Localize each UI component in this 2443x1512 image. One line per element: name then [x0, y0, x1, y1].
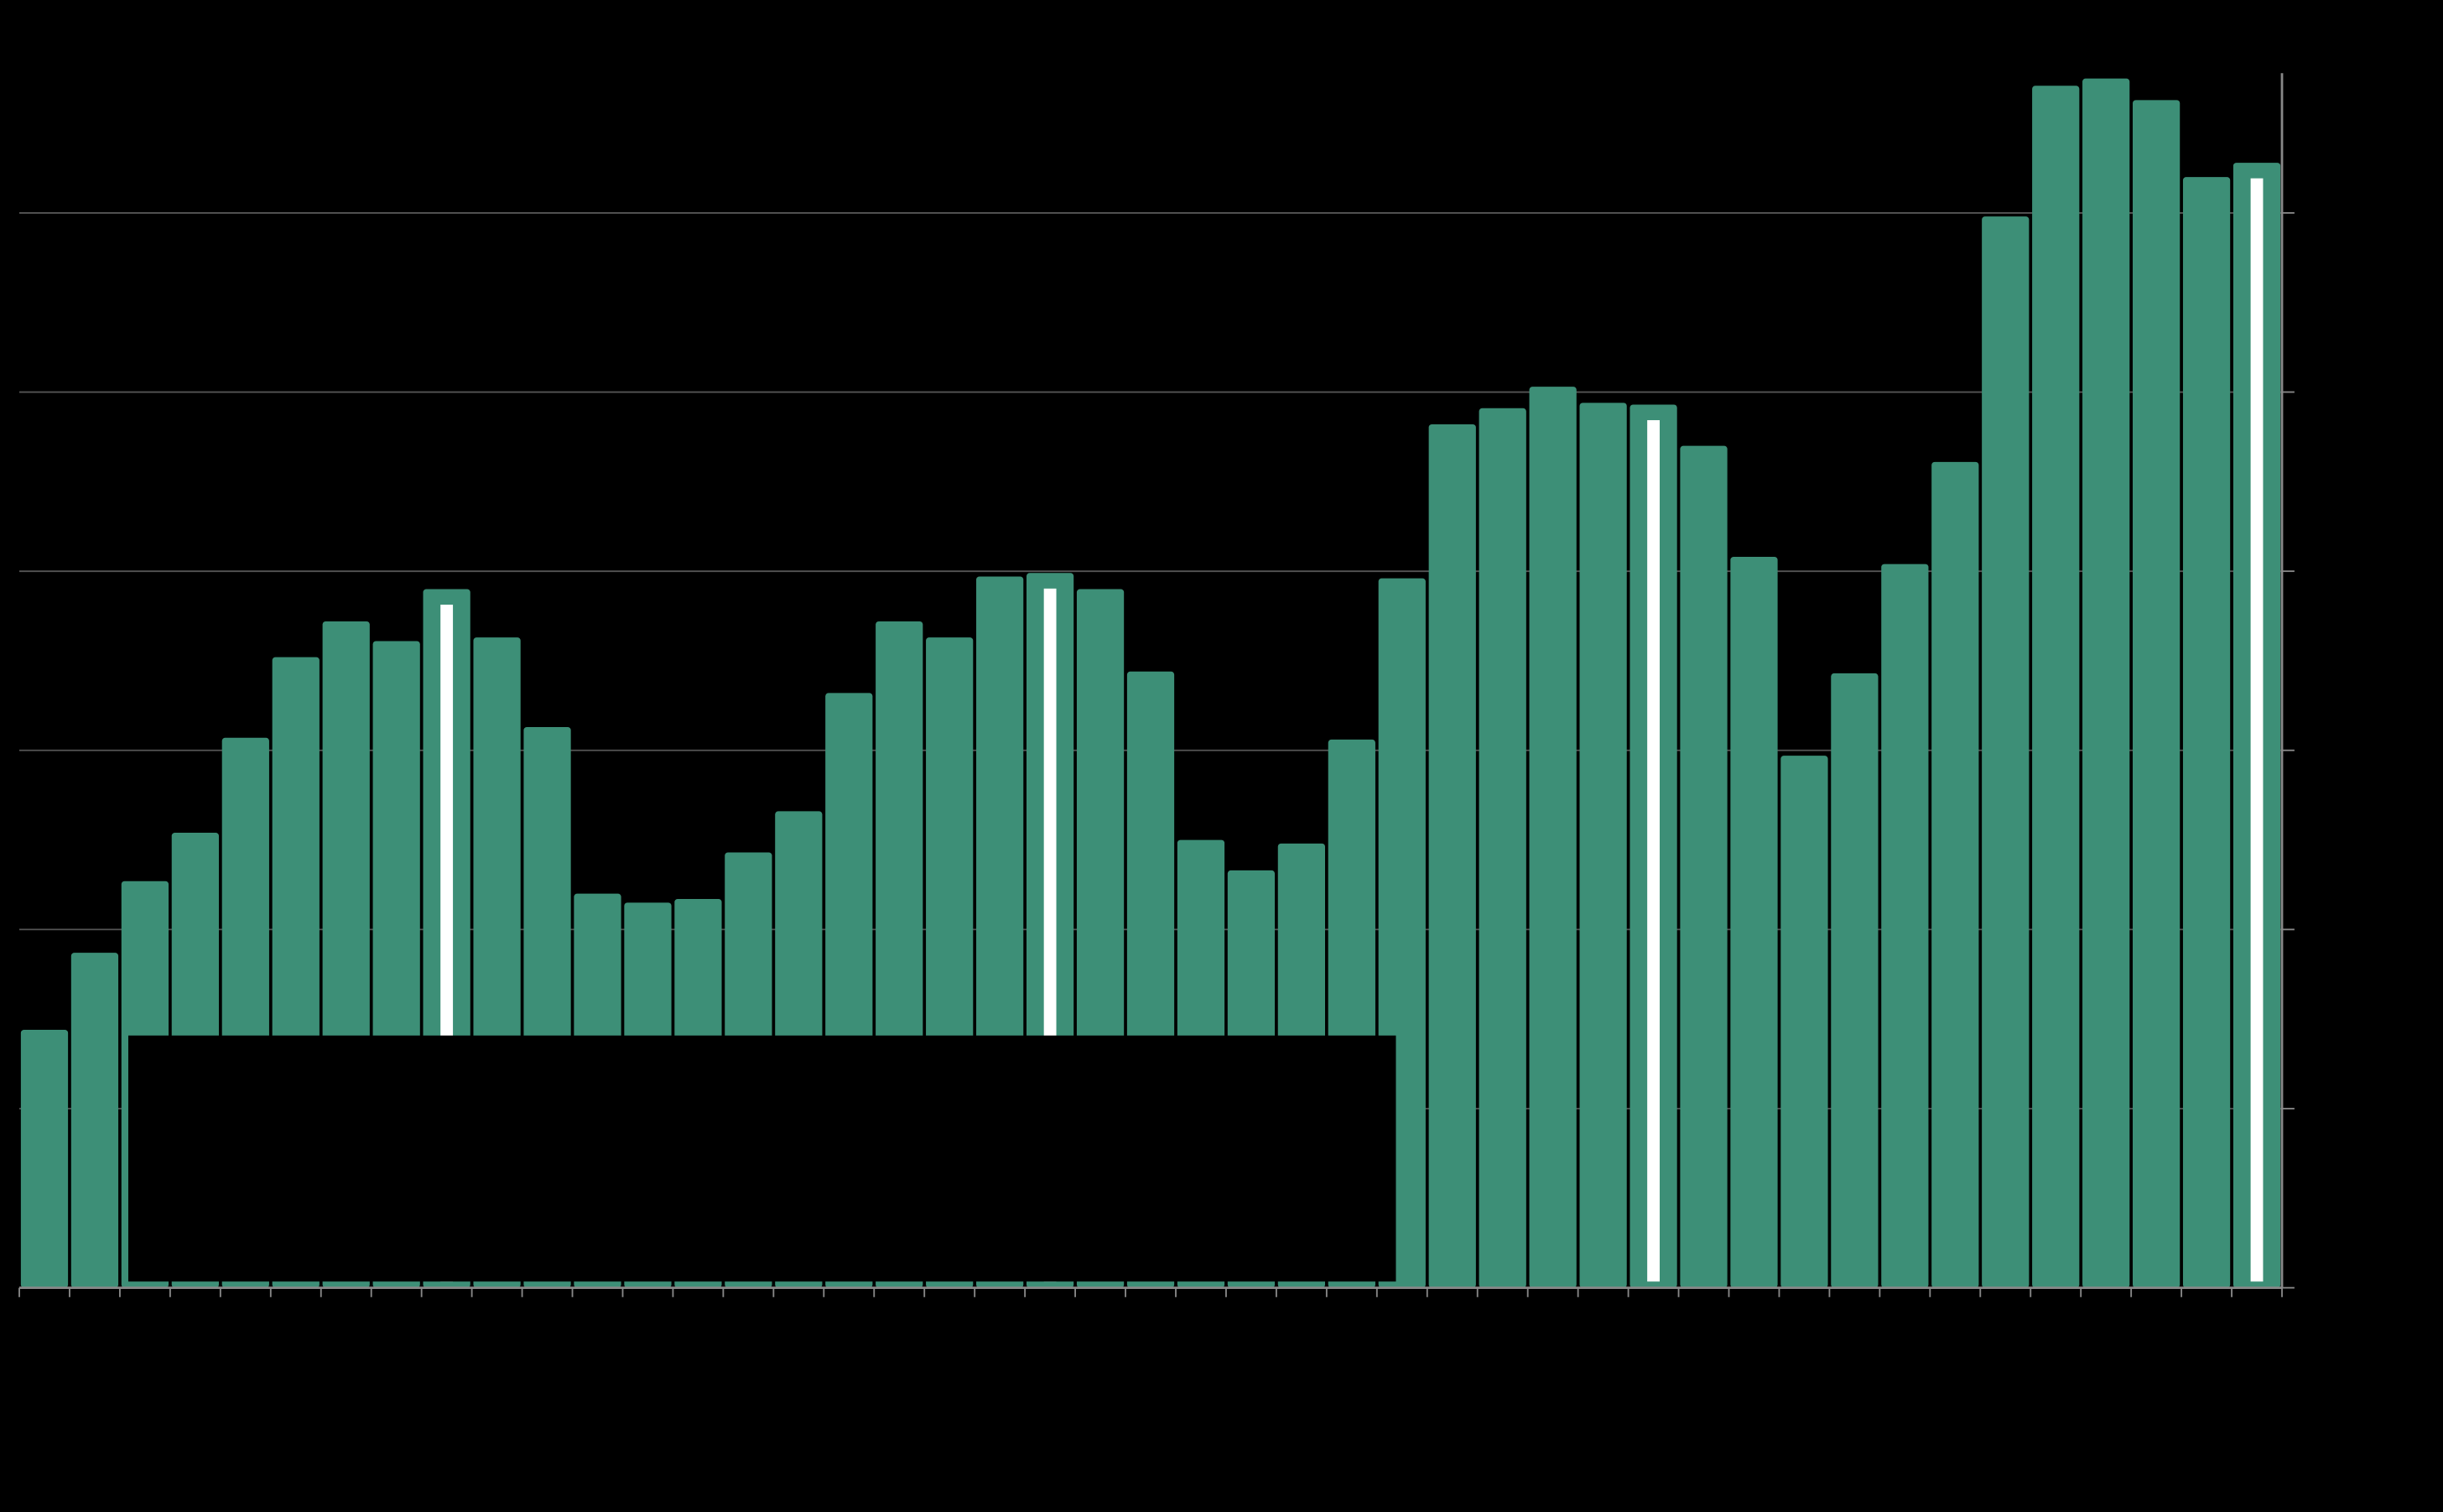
bar-highlight — [1647, 420, 1660, 1282]
bar — [1730, 557, 1778, 1288]
bar — [2133, 100, 2181, 1288]
bar — [2032, 86, 2080, 1288]
bar — [2182, 177, 2231, 1288]
bar — [70, 953, 119, 1288]
bar — [1529, 387, 1577, 1288]
bar — [1931, 461, 1979, 1288]
bar — [1428, 423, 1476, 1288]
bar — [1831, 673, 1879, 1288]
bar — [1579, 403, 1627, 1288]
bar — [1680, 445, 1728, 1288]
bar — [20, 1030, 69, 1288]
bar — [2082, 78, 2130, 1288]
bar — [1982, 216, 2030, 1288]
overlay-box — [127, 1035, 1396, 1282]
bar-highlight — [2250, 178, 2264, 1282]
axes — [18, 73, 2295, 1297]
bar — [1780, 756, 1828, 1288]
bar — [1881, 564, 1929, 1288]
bar — [1479, 408, 1526, 1288]
